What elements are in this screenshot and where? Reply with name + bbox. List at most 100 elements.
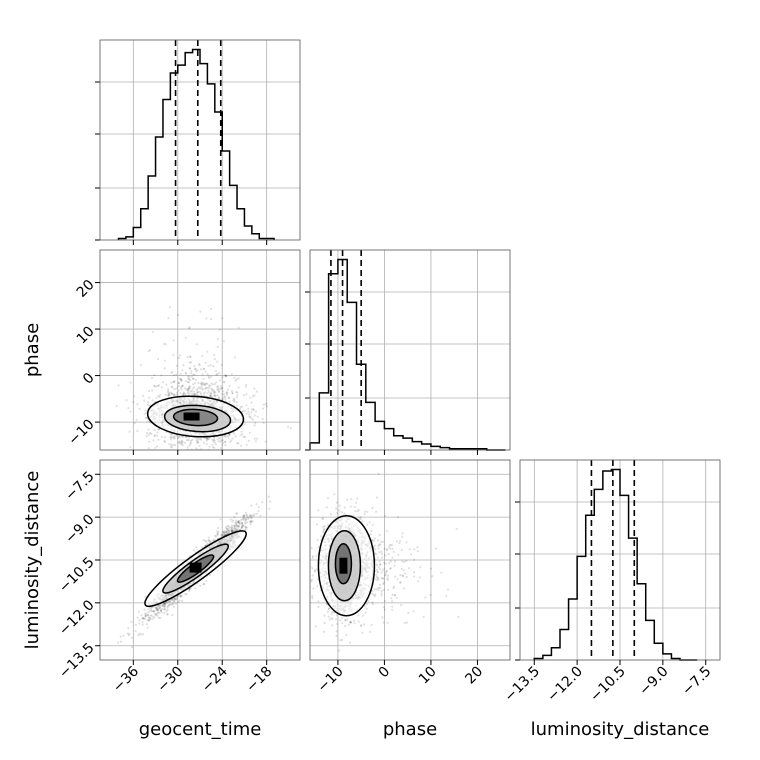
sample-point — [163, 611, 166, 614]
sample-point — [257, 505, 260, 509]
sample-point — [153, 616, 156, 619]
sample-point — [164, 601, 167, 604]
sample-point — [228, 433, 231, 436]
sample-point — [171, 370, 174, 373]
sample-point — [146, 613, 150, 617]
sample-point — [401, 532, 404, 535]
sample-point — [195, 389, 198, 392]
sample-point — [239, 522, 242, 525]
sample-point — [384, 574, 387, 577]
sample-point — [198, 364, 201, 367]
sample-point — [171, 602, 174, 605]
sample-point — [253, 414, 256, 417]
sample-point — [186, 391, 190, 394]
sample-point — [194, 378, 197, 381]
sample-point — [131, 645, 134, 649]
sample-point — [215, 453, 217, 455]
sample-point — [196, 387, 199, 390]
density-peak — [189, 562, 202, 573]
sample-point — [187, 381, 190, 384]
sample-point — [380, 540, 383, 543]
sample-point — [382, 581, 385, 584]
sample-point — [241, 522, 244, 525]
sample-point — [326, 610, 329, 613]
sample-point — [389, 543, 392, 547]
sample-point — [234, 529, 237, 532]
sample-point — [170, 392, 173, 396]
sample-point — [148, 440, 151, 443]
sample-point — [211, 443, 214, 446]
sample-point — [215, 535, 218, 538]
sample-point — [250, 417, 253, 420]
sample-point — [207, 389, 210, 392]
sample-point — [401, 574, 404, 577]
sample-point — [213, 446, 216, 449]
sample-point — [371, 589, 374, 592]
sample-point — [378, 543, 381, 546]
sample-point — [221, 443, 224, 447]
sample-point — [404, 572, 407, 575]
sample-point — [160, 374, 163, 377]
sample-point — [206, 436, 209, 440]
sample-point — [169, 445, 172, 448]
sample-point — [141, 633, 145, 636]
sample-point — [148, 389, 151, 392]
sample-point — [164, 343, 167, 346]
sample-point — [205, 317, 208, 320]
sample-point — [251, 418, 254, 421]
sample-point — [225, 391, 228, 394]
sample-point — [323, 527, 326, 531]
sample-point — [242, 394, 245, 397]
sample-point — [192, 392, 196, 396]
sample-point — [377, 544, 380, 547]
sample-point — [306, 521, 308, 523]
sample-point — [253, 424, 256, 427]
sample-point — [311, 574, 314, 577]
sample-point — [369, 630, 372, 633]
sample-point — [247, 439, 250, 442]
sample-point — [157, 384, 160, 387]
sample-point — [250, 401, 253, 404]
sample-point — [167, 389, 170, 392]
sample-point — [339, 639, 342, 642]
sample-point — [145, 612, 148, 615]
sample-point — [168, 600, 172, 603]
sample-point — [153, 429, 156, 432]
sample-point — [390, 597, 393, 600]
sample-point — [240, 444, 243, 447]
sample-point — [172, 353, 175, 356]
sample-point — [187, 381, 190, 384]
sample-point — [145, 623, 149, 626]
sample-point — [412, 610, 415, 613]
sample-point — [181, 599, 184, 603]
sample-point — [173, 388, 176, 391]
sample-point — [142, 394, 145, 398]
sample-point — [181, 435, 184, 438]
sample-point — [243, 471, 245, 473]
sample-point — [180, 440, 183, 443]
sample-point — [165, 383, 168, 386]
sample-point — [195, 546, 198, 549]
sample-point — [177, 436, 180, 439]
sample-point — [207, 386, 210, 390]
sample-point — [152, 610, 155, 613]
sample-point — [385, 570, 388, 573]
sample-point — [190, 369, 193, 373]
sample-point — [129, 446, 132, 449]
sample-point — [208, 574, 211, 577]
sample-point — [408, 567, 411, 570]
sample-point — [149, 608, 153, 612]
sample-point — [240, 518, 243, 521]
sample-point — [371, 523, 374, 526]
sample-point — [325, 506, 328, 509]
sample-point — [245, 514, 249, 517]
sample-point — [235, 523, 238, 526]
sample-point — [217, 530, 220, 534]
sample-point — [198, 455, 200, 457]
scatter-points — [117, 495, 272, 649]
sample-point — [359, 518, 362, 521]
sample-point — [159, 393, 162, 396]
sample-point — [213, 534, 217, 537]
sample-point — [180, 379, 183, 383]
sample-point — [139, 633, 143, 636]
